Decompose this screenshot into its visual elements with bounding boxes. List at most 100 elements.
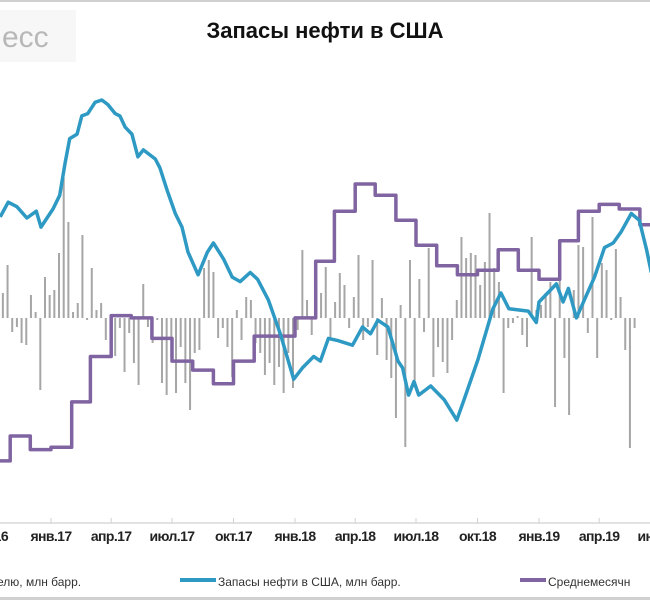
weekly-change-bar — [469, 253, 472, 318]
weekly-change-bar — [203, 268, 206, 318]
weekly-change-bar — [334, 302, 337, 318]
weekly-change-bar — [610, 318, 613, 320]
weekly-change-bar — [90, 268, 93, 318]
weekly-change-bar — [511, 318, 514, 323]
weekly-change-bar — [563, 318, 566, 358]
weekly-change-bar — [1, 293, 4, 318]
weekly-change-bar — [226, 318, 229, 347]
weekly-change-bar — [549, 282, 552, 318]
weekly-change-bar — [427, 248, 430, 318]
x-tick-label: июл.19 — [638, 528, 650, 544]
weekly-change-bar — [451, 318, 454, 340]
weekly-change-bar — [146, 318, 149, 327]
weekly-change-bar — [123, 318, 126, 372]
weekly-change-bar — [34, 312, 37, 318]
weekly-change-bar — [390, 318, 393, 378]
weekly-change-bar — [577, 245, 580, 318]
weekly-change-bar — [525, 318, 528, 347]
weekly-change-bar — [240, 318, 243, 340]
weekly-change-bar — [479, 285, 482, 318]
weekly-change-bar — [81, 235, 84, 318]
weekly-change-bar — [507, 318, 510, 328]
weekly-change-bar — [394, 318, 397, 418]
weekly-change-bar — [474, 255, 477, 318]
weekly-change-bar — [605, 270, 608, 318]
weekly-change-bar — [437, 318, 440, 347]
weekly-change-bar — [371, 260, 374, 318]
weekly-change-bar — [591, 217, 594, 318]
weekly-change-bar — [628, 318, 631, 448]
legend: елю, млн барр. Запасы нефти в США, млн б… — [0, 575, 630, 589]
weekly-change-bar — [95, 310, 98, 318]
x-tick-label: апр.17 — [91, 528, 132, 544]
weekly-change-bar — [296, 318, 299, 330]
x-tick-label: янв.18 — [274, 528, 316, 544]
x-tick-label: окт.16 — [0, 528, 9, 544]
logo-box — [0, 10, 76, 62]
weekly-change-bar — [544, 293, 547, 318]
weekly-change-bar — [465, 258, 468, 318]
weekly-change-bar — [114, 318, 117, 356]
weekly-change-bar — [67, 222, 70, 318]
weekly-change-bar — [11, 318, 14, 332]
weekly-change-bar — [352, 297, 355, 318]
weekly-change-bar — [43, 277, 46, 318]
weekly-change-bar — [156, 318, 159, 320]
x-tick-label: апр.19 — [579, 528, 620, 544]
weekly-change-bar — [633, 318, 636, 328]
stocks-series-line — [0, 98, 650, 422]
x-tick-label: апр.18 — [335, 528, 376, 544]
weekly-change-bar — [399, 305, 402, 318]
weekly-change-bar — [277, 318, 280, 367]
weekly-change-bar — [25, 318, 28, 345]
weekly-change-bar — [493, 268, 496, 318]
weekly-change-bar — [184, 318, 187, 383]
bottom-border — [0, 597, 650, 600]
weekly-change-bar — [413, 318, 416, 380]
weekly-change-bar — [118, 318, 121, 328]
weekly-change-bar — [104, 318, 107, 340]
weekly-change-bar — [137, 318, 140, 385]
weekly-change-bar — [72, 312, 75, 318]
weekly-change-bar — [128, 318, 131, 333]
logo: есс — [2, 21, 49, 54]
x-tick-label: окт.17 — [215, 528, 253, 544]
weekly-change-bar — [15, 318, 18, 327]
weekly-change-bar — [432, 318, 435, 377]
weekly-change-bar — [6, 265, 9, 318]
weekly-change-bar — [58, 253, 61, 318]
weekly-change-bar — [249, 300, 252, 318]
weekly-change-bar — [540, 305, 543, 318]
weekly-change-bar — [586, 318, 589, 333]
weekly-change-bar — [624, 318, 627, 350]
weekly-change-bar — [568, 318, 571, 415]
weekly-change-bar — [53, 290, 56, 318]
weekly-change-bar — [254, 318, 257, 343]
weekly-change-bar — [324, 267, 327, 318]
weekly-change-bar — [357, 255, 360, 318]
weekly-change-bar — [235, 310, 238, 318]
weekly-change-bar — [48, 295, 51, 318]
weekly-change-bar — [460, 237, 463, 318]
weekly-change-bar — [160, 318, 163, 383]
weekly-change-bar — [441, 318, 444, 362]
legend-stocks-label: Запасы нефти в США, млн барр. — [218, 575, 401, 589]
weekly-change-bar — [175, 318, 178, 393]
weekly-change-bar — [455, 300, 458, 318]
weekly-change-bar — [20, 318, 23, 343]
weekly-change-bar — [231, 318, 234, 377]
weekly-change-bar — [380, 298, 383, 318]
weekly-change-bar — [268, 318, 271, 363]
weekly-change-bar — [212, 272, 215, 318]
weekly-change-bar — [516, 316, 519, 318]
weekly-change-bar — [343, 285, 346, 318]
weekly-change-bar — [245, 297, 248, 318]
weekly-change-bar — [619, 297, 622, 318]
monthly-series-line — [0, 182, 650, 463]
weekly-change-bar — [483, 262, 486, 318]
legend-bars-label: елю, млн барр. — [0, 575, 81, 589]
weekly-change-bar — [310, 318, 313, 335]
weekly-change-bar — [600, 263, 603, 318]
top-border — [0, 0, 650, 2]
